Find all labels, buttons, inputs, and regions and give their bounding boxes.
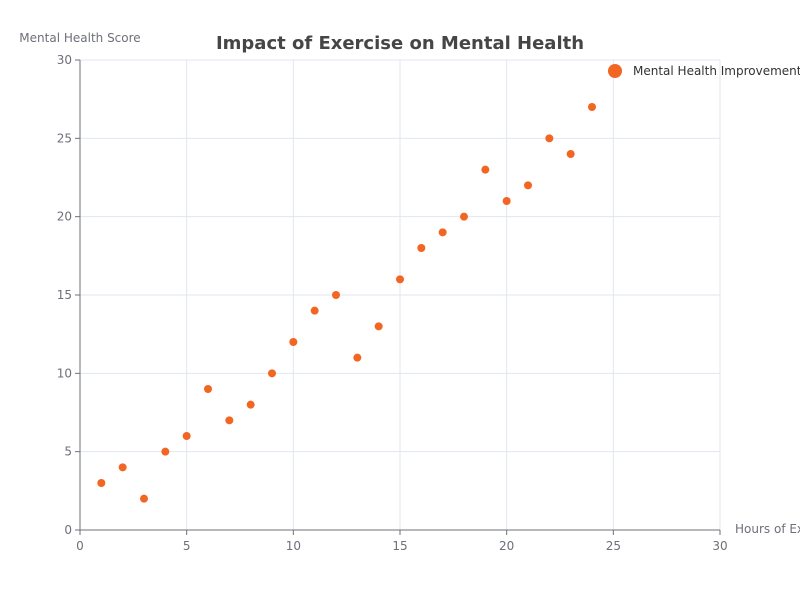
data-point[interactable] — [97, 479, 106, 487]
data-point[interactable] — [502, 197, 511, 205]
x-axis-label: Hours of Exercise — [735, 522, 800, 536]
x-tick-label: 25 — [606, 539, 621, 553]
data-point[interactable] — [460, 212, 468, 221]
data-point[interactable] — [524, 181, 532, 190]
legend[interactable]: Mental Health Improvement — [608, 64, 800, 78]
data-point[interactable] — [310, 306, 319, 315]
data-point[interactable] — [588, 103, 596, 111]
y-axis-label: Mental Health Score — [19, 31, 140, 45]
data-points — [97, 103, 596, 503]
data-point[interactable] — [289, 338, 298, 346]
y-tick-label: 10 — [57, 366, 72, 380]
x-tick-label: 5 — [183, 539, 191, 553]
data-point[interactable] — [268, 369, 276, 378]
data-point[interactable] — [225, 416, 234, 425]
axes — [75, 59, 721, 535]
data-point[interactable] — [118, 463, 127, 472]
y-tick-label: 15 — [57, 288, 72, 302]
data-point[interactable] — [182, 432, 191, 440]
data-point[interactable] — [545, 134, 554, 143]
tick-labels: 0 5 10 15 20 25 30 0 5 10 15 20 25 30 — [57, 53, 728, 553]
data-point[interactable] — [332, 291, 340, 299]
data-point[interactable] — [140, 494, 148, 503]
y-tick-label: 0 — [64, 523, 72, 537]
legend-marker[interactable] — [608, 64, 622, 78]
x-tick-label: 0 — [76, 539, 84, 553]
data-point[interactable] — [481, 165, 490, 174]
data-point[interactable] — [438, 228, 447, 237]
data-point[interactable] — [353, 353, 362, 362]
x-tick-label: 20 — [499, 539, 514, 553]
data-point[interactable] — [566, 150, 575, 158]
data-point[interactable] — [246, 400, 255, 409]
chart-title: Impact of Exercise on Mental Health — [216, 33, 584, 54]
data-point[interactable] — [204, 385, 212, 393]
y-tick-label: 20 — [57, 210, 72, 224]
data-point[interactable] — [417, 244, 426, 252]
y-tick-label: 5 — [64, 445, 72, 459]
data-point[interactable] — [161, 447, 170, 456]
y-tick-label: 30 — [57, 53, 72, 67]
y-tick-label: 25 — [57, 131, 72, 145]
grid-lines — [80, 59, 721, 530]
legend-label[interactable]: Mental Health Improvement — [633, 64, 800, 78]
data-point[interactable] — [374, 322, 383, 331]
x-tick-label: 30 — [712, 539, 727, 553]
x-tick-label: 10 — [286, 539, 301, 553]
x-tick-label: 15 — [392, 539, 407, 553]
data-point[interactable] — [396, 275, 404, 284]
